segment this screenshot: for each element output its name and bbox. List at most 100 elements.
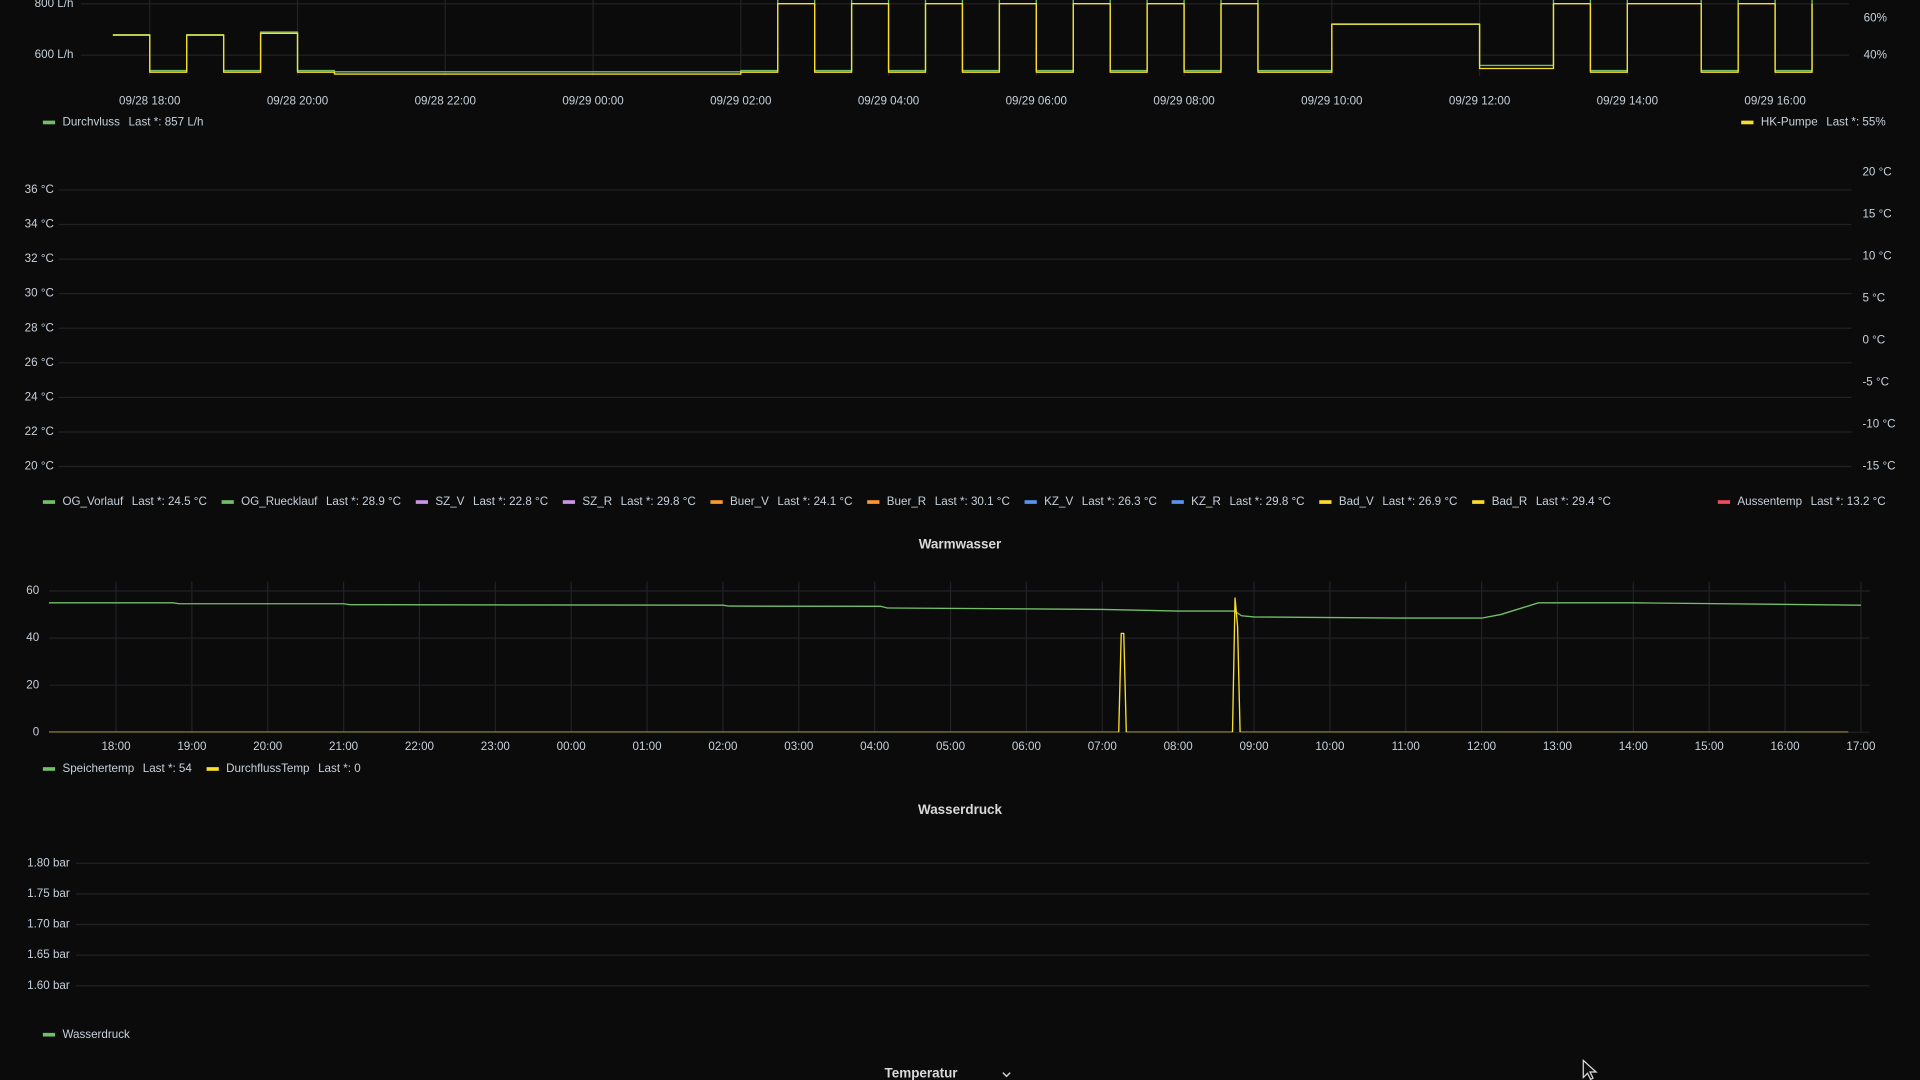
legend-name[interactable]: Buer_R — [887, 495, 926, 508]
y-tick-label: 1.80 bar — [27, 856, 70, 869]
x-tick-label: 09/28 20:00 — [267, 95, 329, 108]
x-tick-label: 11:00 — [1392, 740, 1421, 753]
x-tick-label: 05:00 — [936, 740, 966, 753]
y-tick-label: 28 °C — [25, 321, 54, 334]
y-tick-label: 22 °C — [25, 425, 54, 438]
legend-name[interactable]: SZ_V — [435, 495, 464, 508]
series-line — [48, 602, 1861, 619]
x-tick-label: 08:00 — [1164, 740, 1194, 753]
y-tick-label: 30 °C — [25, 287, 54, 300]
x-tick-label: 04:00 — [860, 740, 890, 753]
legend-name[interactable]: KZ_V — [1044, 495, 1073, 508]
x-tick-label: 14:00 — [1619, 740, 1649, 753]
legend-name[interactable]: DurchflussTemp — [226, 762, 309, 775]
y-tick-label: 32 °C — [25, 252, 54, 265]
x-tick-label: 15:00 — [1695, 740, 1725, 753]
x-tick-label: 21:00 — [329, 740, 359, 753]
x-tick-label: 18:00 — [101, 740, 131, 753]
y-tick-label: 20 °C — [25, 460, 54, 473]
x-tick-label: 09:00 — [1239, 740, 1269, 753]
y-tick-label: 600 L/h — [35, 48, 74, 61]
x-tick-label: 12:00 — [1467, 740, 1497, 753]
legend-stat: Last *: 24.5 °C — [132, 495, 207, 508]
y-tick-label: 36 °C — [25, 183, 54, 196]
legend-name[interactable]: Buer_V — [730, 495, 769, 508]
x-tick-label: 09/29 08:00 — [1153, 95, 1215, 108]
x-tick-label: 02:00 — [708, 740, 738, 753]
legend-stat: Last *: 26.3 °C — [1082, 495, 1157, 508]
y-tick-label: 1.60 bar — [27, 979, 70, 992]
x-tick-label: 22:00 — [405, 740, 435, 753]
x-tick-label: 20:00 — [253, 740, 283, 753]
x-tick-label: 06:00 — [1012, 740, 1042, 753]
y2-tick-label: 5 °C — [1862, 292, 1885, 305]
legend-stat: Last *: 55% — [1826, 116, 1885, 129]
series-line — [112, 0, 1813, 73]
y-tick-label: 800 L/h — [35, 0, 74, 10]
y2-tick-label: -15 °C — [1862, 460, 1895, 473]
x-tick-label: 09/29 00:00 — [562, 95, 624, 108]
series-line — [112, 3, 1813, 75]
y2-tick-label: 60% — [1864, 12, 1887, 25]
x-tick-label: 03:00 — [784, 740, 814, 753]
legend-name[interactable]: KZ_R — [1191, 495, 1221, 508]
y-tick-label: 1.75 bar — [27, 887, 70, 900]
x-tick-label: 00:00 — [557, 740, 587, 753]
x-tick-label: 23:00 — [481, 740, 511, 753]
y2-tick-label: 15 °C — [1862, 208, 1891, 221]
legend-name[interactable]: Wasserdruck — [62, 1028, 130, 1041]
legend-name[interactable]: Aussentemp — [1737, 495, 1802, 508]
x-tick-label: 09/29 06:00 — [1006, 95, 1068, 108]
legend-stat: Last *: 29.8 °C — [1229, 495, 1304, 508]
legend-name[interactable]: Durchvluss — [62, 116, 120, 129]
legend-name[interactable]: OG_Ruecklauf — [241, 495, 318, 508]
legend-stat: Last *: 0 — [318, 762, 361, 775]
legend-stat: Last *: 26.9 °C — [1382, 495, 1457, 508]
x-tick-label: 09/29 16:00 — [1744, 95, 1806, 108]
x-tick-label: 09/29 12:00 — [1449, 95, 1511, 108]
x-tick-label: 10:00 — [1315, 740, 1345, 753]
y-tick-label: 1.65 bar — [27, 948, 70, 961]
y2-tick-label: 20 °C — [1862, 166, 1891, 179]
legend-stat: Last *: 29.4 °C — [1536, 495, 1611, 508]
legend-stat: Last *: 28.9 °C — [326, 495, 401, 508]
legend-name[interactable]: Bad_R — [1492, 495, 1528, 508]
y-tick-label: 20 — [26, 678, 39, 691]
legend-name[interactable]: HK-Pumpe — [1761, 116, 1818, 129]
legend-name[interactable]: Speichertemp — [62, 762, 134, 775]
legend-name[interactable]: Bad_V — [1339, 495, 1374, 508]
x-tick-label: 13:00 — [1543, 740, 1573, 753]
y-tick-label: 40 — [26, 631, 39, 644]
x-tick-label: 09/28 22:00 — [415, 95, 477, 108]
mouse-cursor — [1582, 1059, 1598, 1080]
y2-tick-label: 40% — [1864, 49, 1887, 62]
x-tick-label: 01:00 — [633, 740, 663, 753]
legend-stat: Last *: 54 — [143, 762, 193, 775]
y-tick-label: 1.70 bar — [27, 918, 70, 931]
y-tick-label: 60 — [26, 584, 39, 597]
x-tick-label: 07:00 — [1088, 740, 1118, 753]
legend-stat: Last *: 30.1 °C — [935, 495, 1010, 508]
legend-name[interactable]: OG_Vorlauf — [62, 495, 124, 508]
y2-tick-label: 10 °C — [1862, 250, 1891, 263]
legend-stat: Last *: 29.8 °C — [621, 495, 696, 508]
y2-tick-label: 0 °C — [1862, 334, 1885, 347]
legend-name[interactable]: SZ_R — [582, 495, 612, 508]
series-line — [48, 597, 1849, 733]
y-tick-label: 0 — [33, 725, 40, 738]
x-tick-label: 09/29 04:00 — [858, 95, 920, 108]
x-tick-label: 09/29 02:00 — [710, 95, 772, 108]
y-tick-label: 34 °C — [25, 218, 54, 231]
x-tick-label: 16:00 — [1771, 740, 1801, 753]
legend-stat: Last *: 857 L/h — [129, 116, 204, 129]
y2-tick-label: -5 °C — [1862, 376, 1889, 389]
y-tick-label: 26 °C — [25, 356, 54, 369]
row-chevron[interactable] — [1002, 1072, 1011, 1078]
row-title[interactable]: Temperatur — [885, 1065, 959, 1080]
y2-tick-label: -10 °C — [1862, 418, 1895, 431]
legend-stat: Last *: 22.8 °C — [473, 495, 548, 508]
legend-stat: Last *: 24.1 °C — [777, 495, 852, 508]
x-tick-label: 09/29 14:00 — [1597, 95, 1659, 108]
